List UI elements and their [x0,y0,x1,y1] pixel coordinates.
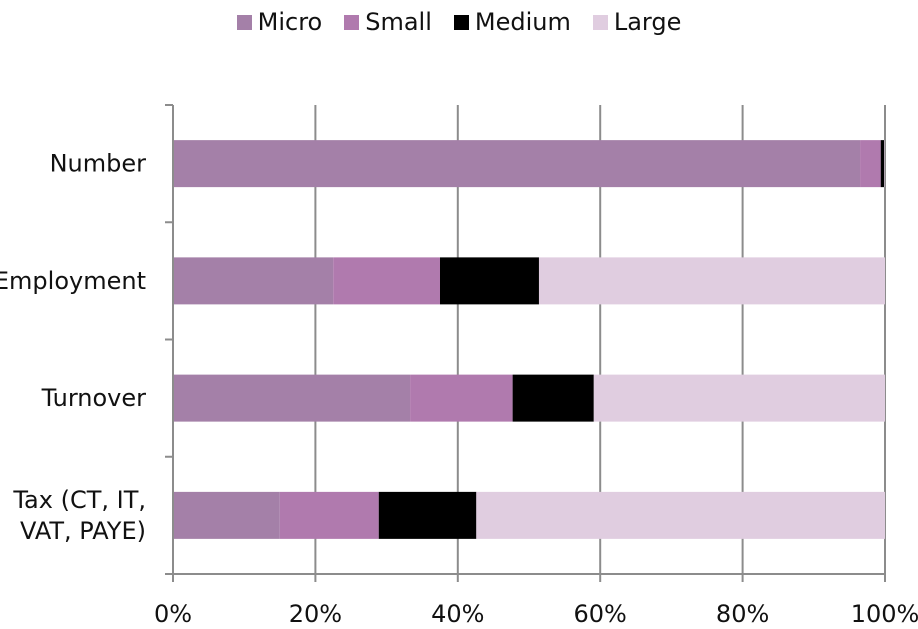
legend-item-small: Small [344,8,432,36]
x-tick-label: 20% [289,600,342,628]
legend-swatch-micro [236,14,252,30]
category-label-line: Employment [0,267,146,295]
x-tick-label: 100% [851,600,918,628]
bar-small-2 [333,257,440,305]
bar-micro-1 [173,140,861,188]
legend-label-large: Large [613,8,682,36]
legend-label-small: Small [365,8,432,36]
legend-item-micro: Micro [236,8,323,36]
x-tick-label: 40% [431,600,484,628]
bar-medium-2 [440,257,539,305]
legend-swatch-medium [453,14,469,30]
bar-small-4 [279,491,379,539]
x-tick-label: 60% [574,600,627,628]
x-tick-label: 0% [154,600,192,628]
legend-swatch-large [592,14,608,30]
category-label-line: Turnover [41,384,147,412]
category-label: Turnover [41,384,147,412]
bar-medium-1 [880,140,885,188]
bar-large-4 [476,491,885,539]
bar-small-3 [410,374,513,422]
legend-label-micro: Micro [257,8,323,36]
legend-swatch-small [344,14,360,30]
legend-item-medium: Medium [453,8,571,36]
x-tick-label: 80% [716,600,769,628]
category-label: Employment [0,267,146,295]
category-label: Number [50,150,147,178]
category-label: Tax (CT, IT, VAT, PAYE) [12,486,146,545]
bar-large-1 [884,140,885,188]
category-label-line: Number [50,150,147,178]
bar-micro-2 [173,257,334,305]
legend-label-medium: Medium [474,8,571,36]
category-label-line: VAT, PAYE) [20,517,146,545]
legend: Micro Small Medium Large [0,8,918,36]
bar-micro-3 [173,374,411,422]
bar-medium-3 [512,374,594,422]
bar-large-2 [538,257,885,305]
legend-item-large: Large [592,8,682,36]
category-label-line: Tax (CT, IT, [12,486,146,514]
bar-medium-4 [378,491,477,539]
bar-small-1 [860,140,881,188]
bar-micro-4 [173,491,280,539]
bar-large-3 [593,374,885,422]
